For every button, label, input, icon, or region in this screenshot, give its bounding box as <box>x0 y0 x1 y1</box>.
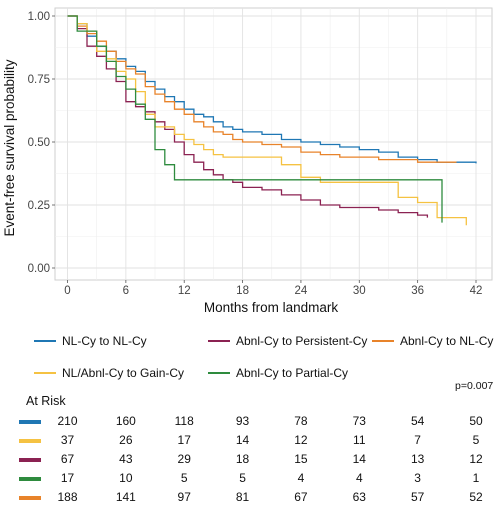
x-tick-label: 24 <box>295 285 308 297</box>
at-risk-count: 1 <box>472 471 480 485</box>
at-risk-count: 3 <box>414 471 421 485</box>
km-curve-abnl-cy-to-partial-cy <box>67 15 443 223</box>
legend-swatch-nl-nl <box>34 340 56 342</box>
y-tick-label: 1.00 <box>28 11 50 23</box>
at-risk-count: 14 <box>352 452 366 466</box>
x-tick-label: 30 <box>353 285 366 297</box>
at-risk-count: 97 <box>177 490 191 504</box>
at-risk-count: 15 <box>294 452 308 466</box>
at-risk-count: 67 <box>294 490 308 504</box>
legend-label-abnl-nl: Abnl-Cy to NL-Cy <box>400 334 494 348</box>
at-risk-count: 26 <box>119 433 133 447</box>
x-axis-title: Months from landmark <box>204 300 339 315</box>
legend-label-partial: Abnl-Cy to Partial-Cy <box>236 366 349 380</box>
at-risk-count: 4 <box>297 471 305 485</box>
at-risk-count: 50 <box>469 414 483 428</box>
at-risk-count: 73 <box>352 414 366 428</box>
legend-item-gain: NL/Abnl-Cy to Gain-Cy <box>34 366 184 380</box>
legend-item-nl-nl: NL-Cy to NL-Cy <box>34 334 147 348</box>
y-tick-label: 0.50 <box>28 137 50 149</box>
km-curve-nl-abnl-cy-to-gain-cy <box>67 15 467 226</box>
at-risk-count: 52 <box>469 490 483 504</box>
at-risk-count: 12 <box>294 433 308 447</box>
p-value: p=0.007 <box>455 380 494 392</box>
at-risk-count: 11 <box>353 433 366 447</box>
at-risk-count: 18 <box>235 452 250 466</box>
at-risk-color-bar <box>19 420 41 424</box>
km-chart: 0.00 0.25 0.50 0.75 1.00 0 6 12 18 24 30 36 42 Even… <box>2 7 493 315</box>
at-risk-count: 12 <box>469 452 483 466</box>
at-risk-count: 54 <box>410 414 425 428</box>
at-risk-count: 17 <box>177 433 191 447</box>
legend: NL-Cy to NL-Cy Abnl-Cy to Persistent-Cy … <box>0 326 500 386</box>
at-risk-row: 188 141 97 81 67 63 57 52 <box>0 489 500 508</box>
at-risk-count: 43 <box>119 452 133 466</box>
at-risk-count: 4 <box>355 471 363 485</box>
x-tick-label: 18 <box>236 285 249 297</box>
at-risk-count: 67 <box>60 452 75 466</box>
at-risk-color-bar <box>19 477 41 481</box>
legend-swatch-abnl-persistent <box>208 340 230 342</box>
at-risk-count: 5 <box>239 471 246 485</box>
at-risk-count: 10 <box>119 471 133 485</box>
at-risk-count: 37 <box>60 433 75 447</box>
x-tick-label: 36 <box>411 285 424 297</box>
at-risk-count: 17 <box>60 471 75 485</box>
at-risk-row: 37 26 17 14 12 11 7 5 <box>0 432 500 451</box>
at-risk-count: 5 <box>180 471 188 485</box>
legend-label-nl-nl: NL-Cy to NL-Cy <box>62 334 147 348</box>
legend-swatch-abnl-nl <box>372 340 394 342</box>
at-risk-count: 57 <box>410 490 425 504</box>
y-tick-label: 0.75 <box>28 74 50 86</box>
at-risk-count: 160 <box>115 414 136 428</box>
at-risk-row: 17 10 5 5 4 4 3 1 <box>0 470 500 489</box>
at-risk-count: 118 <box>174 414 194 428</box>
at-risk-count: 188 <box>57 490 78 504</box>
at-risk-color-bar <box>19 439 41 443</box>
x-axis-ticks: 0 6 12 18 24 30 36 42 <box>64 280 482 297</box>
at-risk-count: 78 <box>294 414 308 428</box>
km-curve-abnl-cy-to-nl-cy <box>67 15 457 163</box>
at-risk-count: 81 <box>235 490 250 504</box>
at-risk-count: 5 <box>472 433 480 447</box>
at-risk-count: 7 <box>414 433 421 447</box>
at-risk-count: 63 <box>352 490 366 504</box>
legend-item-partial: Abnl-Cy to Partial-Cy <box>208 366 348 380</box>
at-risk-row: 67 43 29 18 15 14 13 12 <box>0 451 500 470</box>
y-tick-label: 0.25 <box>28 200 50 212</box>
legend-label-abnl-persistent: Abnl-Cy to Persistent-Cy <box>236 334 368 348</box>
legend-swatch-partial <box>208 372 230 374</box>
at-risk-title: At Risk <box>26 394 66 408</box>
legend-item-abnl-nl: Abnl-Cy to NL-Cy <box>372 334 493 348</box>
at-risk-color-bar <box>19 496 41 500</box>
at-risk-color-bar <box>19 458 41 462</box>
series-group <box>67 15 477 226</box>
legend-item-abnl-persistent: Abnl-Cy to Persistent-Cy <box>208 334 367 348</box>
at-risk-count: 13 <box>410 452 425 466</box>
x-tick-label: 6 <box>123 285 129 297</box>
at-risk-count: 141 <box>115 490 136 504</box>
at-risk-count: 93 <box>235 414 250 428</box>
y-tick-label: 0.00 <box>28 263 50 275</box>
at-risk-count: 210 <box>57 414 78 428</box>
x-tick-label: 12 <box>178 285 191 297</box>
y-axis-ticks: 0.00 0.25 0.50 0.75 1.00 <box>28 11 55 275</box>
x-tick-label: 0 <box>64 285 70 297</box>
at-risk-count: 14 <box>235 433 250 447</box>
at-risk-row: 210 160 118 93 78 73 54 50 <box>0 413 500 432</box>
y-axis-title: Event-free survival probability <box>2 59 17 236</box>
legend-swatch-gain <box>34 372 56 374</box>
legend-label-gain: NL/Abnl-Cy to Gain-Cy <box>62 366 185 380</box>
at-risk-count: 29 <box>177 452 191 466</box>
x-tick-label: 42 <box>470 285 483 297</box>
